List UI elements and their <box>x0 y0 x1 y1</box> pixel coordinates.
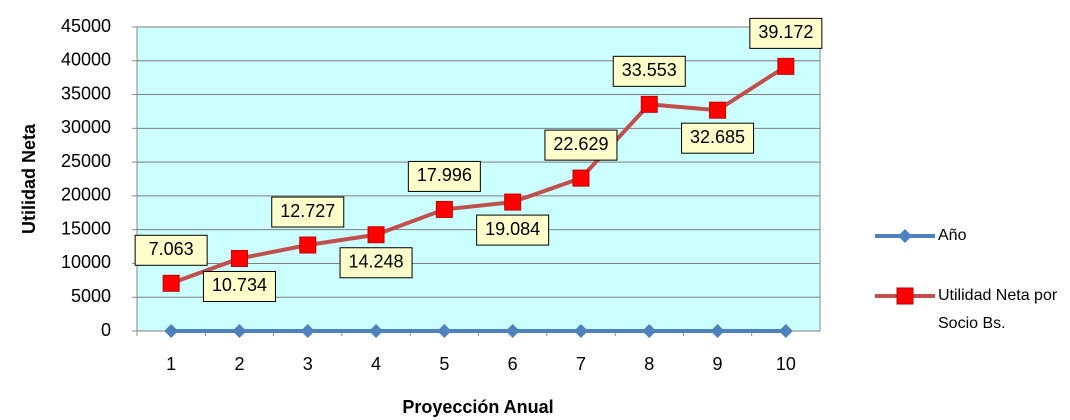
marker <box>437 324 452 338</box>
x-tick-label: 1 <box>166 354 176 374</box>
y-axis-label: Utilidad Neta <box>19 123 39 234</box>
value-label-box <box>202 270 276 302</box>
value-label-box <box>544 129 618 161</box>
x-tick-label: 6 <box>508 354 518 374</box>
marker <box>232 324 247 338</box>
marker <box>505 324 520 338</box>
value-label-box <box>134 234 208 266</box>
x-tick-label: 10 <box>776 354 796 374</box>
x-tick-label: 5 <box>439 354 449 374</box>
y-tick-label: 20000 <box>61 185 111 205</box>
marker <box>642 324 657 338</box>
x-tick-label: 8 <box>644 354 654 374</box>
value-label-box <box>612 55 686 87</box>
marker <box>709 101 727 119</box>
marker <box>504 193 522 211</box>
marker <box>640 95 658 113</box>
value-label: 17.996 <box>417 165 472 185</box>
value-label-box <box>681 122 755 154</box>
marker <box>164 324 179 338</box>
marker <box>230 249 248 267</box>
legend-marker <box>896 287 914 305</box>
x-tick-label: 2 <box>234 354 244 374</box>
x-tick-label: 7 <box>576 354 586 374</box>
marker <box>369 324 384 338</box>
x-tick-label: 9 <box>713 354 723 374</box>
legend-label: Año <box>938 227 967 244</box>
y-tick-label: 15000 <box>61 218 111 238</box>
y-tick-label: 45000 <box>61 16 111 36</box>
x-tick-label: 4 <box>371 354 381 374</box>
marker <box>367 226 385 244</box>
y-tick-label: 0 <box>101 320 111 340</box>
marker <box>300 324 315 338</box>
value-label-box <box>407 160 481 192</box>
legend-marker <box>898 229 912 243</box>
value-label: 33.553 <box>622 60 677 80</box>
y-tick-label: 10000 <box>61 252 111 272</box>
marker <box>299 236 317 254</box>
x-axis-label: Proyección Anual <box>402 397 553 417</box>
value-label-box <box>476 214 550 246</box>
marker <box>710 324 725 338</box>
value-label: 22.629 <box>553 134 608 154</box>
y-tick-label: 30000 <box>61 117 111 137</box>
value-label: 32.685 <box>690 127 745 147</box>
marker <box>162 274 180 292</box>
marker <box>777 57 795 75</box>
value-label-box <box>749 17 823 49</box>
value-label: 14.248 <box>349 251 404 271</box>
y-tick-label: 25000 <box>61 151 111 171</box>
legend-label: Utilidad Neta por Socio Bs. <box>938 287 1058 332</box>
value-label: 39.172 <box>758 22 813 42</box>
value-label: 12.727 <box>280 201 335 221</box>
marker <box>435 200 453 218</box>
y-tick-label: 35000 <box>61 83 111 103</box>
value-label-box <box>339 247 413 279</box>
x-tick-label: 3 <box>303 354 313 374</box>
marker <box>573 324 588 338</box>
value-label: 10.734 <box>212 275 267 295</box>
marker <box>778 324 793 338</box>
y-tick-label: 5000 <box>71 286 111 306</box>
value-label-box <box>271 196 345 228</box>
y-tick-label: 40000 <box>61 50 111 70</box>
marker <box>572 169 590 187</box>
series-line <box>170 64 787 286</box>
value-label: 7.063 <box>149 239 194 259</box>
value-label: 19.084 <box>485 219 540 239</box>
